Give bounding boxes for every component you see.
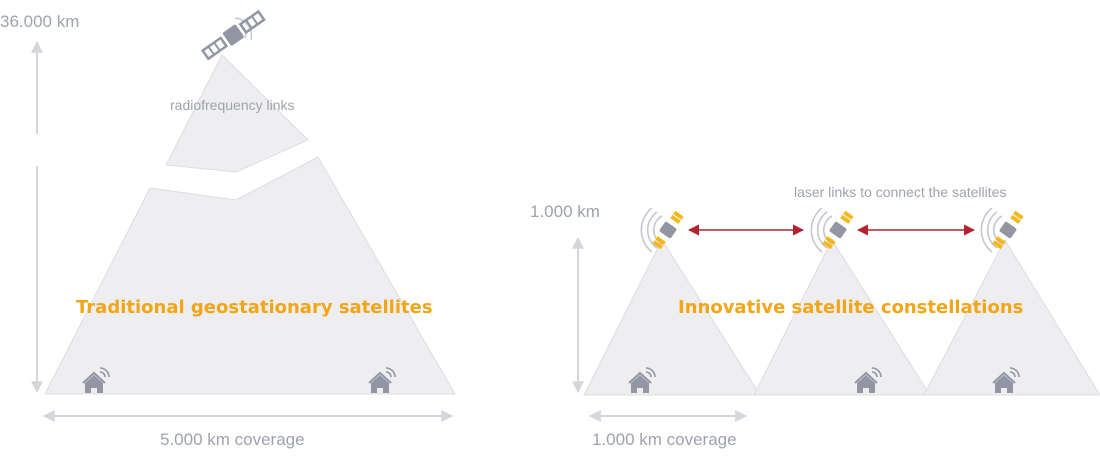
leo-altitude-label: 1.000 km <box>530 202 600 221</box>
geo-coverage-label: 5.000 km coverage <box>160 430 305 449</box>
leo-coverage-label: 1.000 km coverage <box>592 430 737 449</box>
leo-coverage-cone-3 <box>923 238 1100 396</box>
geo-coverage-cone-upper <box>165 54 309 173</box>
geo-altitude-label: 36.000 km <box>0 12 80 31</box>
geo-satellite-icon <box>199 7 268 63</box>
laser-links-label: laser links to connect the satellites <box>794 184 1007 200</box>
leo-title: Innovative satellite constellations <box>678 297 1024 318</box>
leo-coverage-cone-1 <box>583 238 761 396</box>
geo-coverage-cone-lower <box>44 156 456 395</box>
geo-title: Traditional geostationary satellites <box>76 297 433 318</box>
radiofrequency-links-label: radiofrequency links <box>170 97 295 113</box>
leo-coverage-cone-2 <box>753 238 931 396</box>
